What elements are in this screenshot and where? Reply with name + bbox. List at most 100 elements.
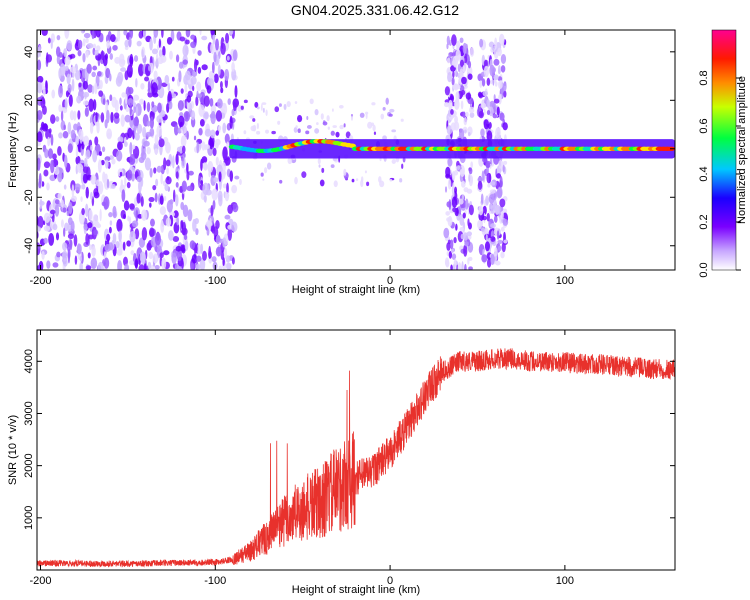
spectrogram-cell (207, 219, 210, 229)
spectrogram-cell (294, 176, 298, 185)
colorbar-tick-label: 0.8 (698, 70, 710, 85)
spectrogram-cell (79, 255, 83, 262)
spectrogram-cell (477, 180, 483, 191)
spectrogram-cell (193, 135, 197, 141)
spectrogram-cell (91, 246, 96, 257)
spectrogram-cell (220, 250, 225, 261)
spectrogram-cell (143, 100, 146, 111)
spectrogram-cell (385, 97, 389, 105)
colorbar-tick-label: 0.2 (698, 214, 710, 229)
spectrogram-cell (226, 55, 230, 61)
spectrogram-cell (497, 245, 502, 252)
spectrogram-cell (93, 229, 99, 236)
spectrogram-cell (103, 257, 110, 269)
spectrogram-cell (483, 59, 488, 68)
spectrogram-cell (485, 195, 489, 206)
spectrogram-cell (500, 226, 505, 232)
spectrogram-cell (335, 131, 340, 138)
spectrogram-cell (468, 266, 473, 270)
spectrogram-cell (467, 257, 470, 265)
spectrogram-cell (196, 81, 202, 92)
spectrogram-cell (88, 98, 94, 112)
spectrogram-cell (218, 171, 222, 183)
spectrogram-cell (173, 210, 179, 219)
spectrogram-cell (448, 99, 453, 111)
spectrogram-cell (221, 169, 226, 177)
spectrogram-cell (94, 136, 99, 146)
spectrogram-cell (114, 56, 121, 64)
spectrogram-cell (460, 180, 466, 188)
spectrogram-cell (496, 173, 502, 179)
spectrogram-cell (365, 111, 369, 115)
y-tick-label: 40 (23, 46, 35, 58)
spectrogram-cell (143, 140, 150, 147)
spectrogram-cell (320, 113, 324, 120)
spectrogram-cell (234, 175, 240, 180)
spectrogram-cell (80, 30, 85, 34)
y-tick-label: 2000 (23, 453, 35, 477)
spectrogram-cell (452, 55, 459, 68)
spectrogram-cell (254, 101, 259, 108)
spectrogram-cell (218, 125, 222, 131)
spectrogram-cell (138, 264, 145, 270)
spectrogram-cell (161, 30, 164, 38)
spectrogram-cell (486, 99, 491, 108)
spectrogram-cell (459, 226, 465, 232)
spectrogram-cell (77, 39, 83, 50)
spectrogram-cell (136, 193, 141, 204)
spectrogram-cell (457, 262, 462, 270)
spectrogram-cell (286, 100, 291, 108)
spectrogram-cell (56, 55, 60, 65)
spectrogram-cell (75, 145, 79, 158)
spectrogram-cell (343, 123, 346, 128)
spectrogram-cell (67, 217, 73, 226)
spectrogram-cell (141, 209, 148, 221)
spectrogram-cell (166, 103, 170, 113)
spectrogram-cell (209, 217, 212, 227)
spectrogram-cell (451, 170, 456, 181)
spectrogram-cell (215, 38, 219, 51)
spectrogram-cell (149, 38, 153, 51)
spectrogram-cell (123, 200, 130, 211)
spectrogram-cell (314, 128, 320, 134)
spectrogram-cell (502, 218, 509, 226)
spectrogram-cell (211, 224, 216, 234)
spectrogram-cell (134, 258, 138, 269)
spectrogram-cell (43, 161, 51, 169)
spectrogram-cell (400, 118, 404, 122)
spectrogram-cell (457, 231, 464, 243)
spectrogram-cell (201, 64, 208, 71)
spectrogram-cell (96, 45, 101, 52)
spectrogram-cell (243, 130, 247, 135)
spectrogram-cell (165, 176, 172, 185)
spectrogram-cell (97, 261, 104, 270)
spectrogram-cell (496, 230, 500, 240)
spectrogram-cell (210, 204, 214, 217)
spectrogram-cell (252, 124, 257, 132)
spectrogram-cell (140, 196, 144, 207)
spectrogram-cell (211, 188, 218, 201)
spectrogram-cell (458, 76, 463, 85)
spectrogram-cell (106, 233, 111, 242)
spectrogram-cell (115, 75, 123, 87)
colorbar-tick-label: 0.0 (698, 262, 710, 277)
spectrogram-cell (114, 99, 119, 112)
spectrogram-cell (464, 52, 467, 59)
spectrogram-cell (493, 74, 499, 81)
spectrogram-cell (123, 213, 127, 220)
spectrogram-cell (232, 101, 237, 112)
spectrogram-cell (74, 183, 81, 191)
spectrogram-cell (135, 209, 139, 223)
spectrogram-cell (78, 128, 84, 141)
spectrogram-cell (58, 52, 63, 58)
spectrogram-cell (149, 218, 155, 227)
spectrogram-cell (105, 67, 111, 79)
spectrogram-cell (306, 116, 309, 120)
snr-frame (36, 329, 676, 571)
spectrogram-cell (134, 132, 140, 141)
spectrogram-cell (49, 209, 56, 215)
spectrogram-cell (287, 157, 293, 165)
spectrogram-cell (489, 181, 496, 186)
spectrogram-cell (479, 38, 484, 48)
spectrogram-cell (106, 109, 110, 124)
